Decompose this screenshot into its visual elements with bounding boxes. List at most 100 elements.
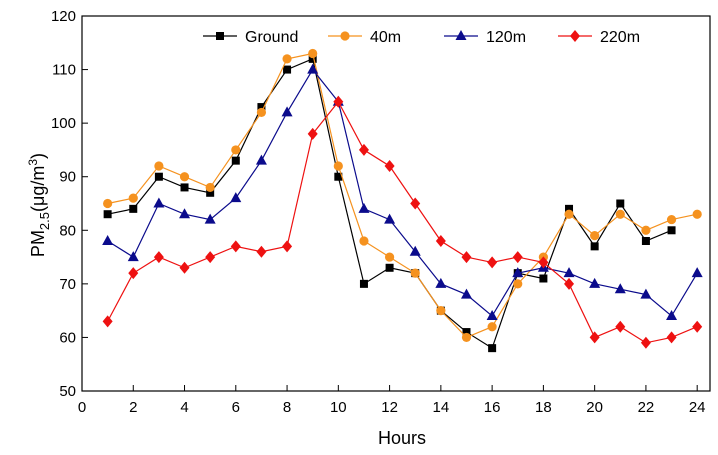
legend-label: 120m: [486, 29, 526, 46]
data-point: [538, 256, 549, 269]
x-axis-title: Hours: [378, 428, 426, 448]
legend-label: 40m: [370, 29, 401, 46]
data-point: [102, 235, 114, 245]
data-point: [359, 279, 368, 288]
data-point: [206, 188, 215, 197]
data-point: [256, 245, 267, 258]
data-point: [666, 331, 677, 344]
data-point: [307, 63, 319, 74]
data-point: [692, 209, 702, 219]
legend-marker: [340, 31, 350, 41]
data-point: [334, 172, 343, 181]
data-point: [563, 267, 575, 278]
data-point: [616, 199, 625, 208]
x-tick-label: 2: [129, 399, 137, 416]
y-axis-title-base: PM: [28, 230, 48, 257]
data-point: [461, 251, 472, 264]
data-point: [358, 143, 369, 156]
series-220m: [102, 95, 703, 349]
data-point: [283, 65, 292, 74]
data-point: [179, 261, 190, 274]
series-line: [107, 52, 698, 339]
data-point: [641, 225, 651, 235]
data-point: [205, 182, 215, 193]
x-tick-label: 20: [586, 399, 603, 416]
data-point: [333, 95, 344, 108]
data-point: [281, 106, 293, 117]
x-tick-label: 6: [232, 399, 240, 416]
data-point: [308, 48, 318, 59]
data-point: [257, 103, 266, 112]
legend-marker: [455, 30, 467, 40]
y-tick-label: 100: [51, 115, 76, 132]
data-point: [435, 277, 447, 288]
data-point: [282, 240, 293, 253]
data-point: [308, 54, 317, 63]
data-point: [230, 192, 242, 203]
data-point: [488, 344, 497, 353]
series-40m: [103, 48, 702, 343]
data-point: [666, 310, 678, 320]
data-point: [127, 251, 139, 262]
data-point: [487, 256, 498, 269]
data-point: [410, 268, 420, 278]
data-point: [359, 236, 369, 246]
data-point: [640, 288, 652, 299]
series-ground: [103, 54, 676, 353]
y-tick-label: 110: [52, 62, 76, 79]
data-point: [589, 331, 600, 344]
data-point: [103, 198, 113, 209]
y-tick-label: 50: [59, 383, 76, 400]
data-point: [307, 127, 318, 140]
data-point: [691, 267, 703, 278]
data-point: [231, 156, 240, 165]
data-point: [590, 242, 599, 251]
legend-item-120m: 120m: [444, 29, 526, 46]
data-point: [384, 213, 396, 224]
data-point: [667, 226, 676, 235]
data-point: [565, 204, 574, 213]
data-point: [512, 267, 524, 278]
data-point: [358, 202, 370, 213]
data-point: [564, 277, 575, 290]
data-point: [409, 245, 421, 256]
data-point: [462, 328, 471, 337]
legend-item-ground: Ground: [203, 29, 298, 46]
y-tick-label: 60: [59, 329, 76, 346]
data-point: [641, 237, 650, 245]
series-line: [107, 100, 698, 344]
y-axis-title-mid: (μg/m: [28, 166, 48, 212]
y-axis-title-sup: 3: [26, 159, 40, 166]
data-point: [487, 322, 497, 332]
plot-frame: [81, 15, 711, 392]
x-tick-label: 12: [381, 399, 398, 416]
y-axis-title-end: ): [28, 153, 48, 159]
data-point: [564, 209, 574, 219]
x-tick-label: 16: [484, 399, 501, 416]
data-point: [128, 267, 139, 280]
data-point: [692, 320, 703, 333]
y-tick-label: 90: [59, 169, 76, 186]
data-point: [590, 231, 600, 241]
data-point: [615, 320, 626, 333]
y-tick-label: 120: [51, 8, 76, 25]
data-point: [333, 161, 343, 171]
data-point: [614, 283, 626, 294]
x-tick-label: 0: [78, 399, 86, 416]
x-tick-label: 4: [180, 399, 188, 416]
data-point: [486, 310, 498, 320]
x-tick-label: 24: [689, 399, 706, 416]
data-point: [255, 154, 267, 165]
x-tick-label: 8: [283, 399, 291, 416]
data-point: [154, 172, 163, 181]
data-point: [615, 209, 625, 219]
x-tick-label: 22: [638, 399, 655, 416]
data-point: [179, 208, 191, 219]
data-point: [282, 54, 292, 64]
y-tick-label: 70: [59, 276, 76, 293]
data-point: [461, 332, 472, 343]
data-point: [436, 306, 446, 316]
